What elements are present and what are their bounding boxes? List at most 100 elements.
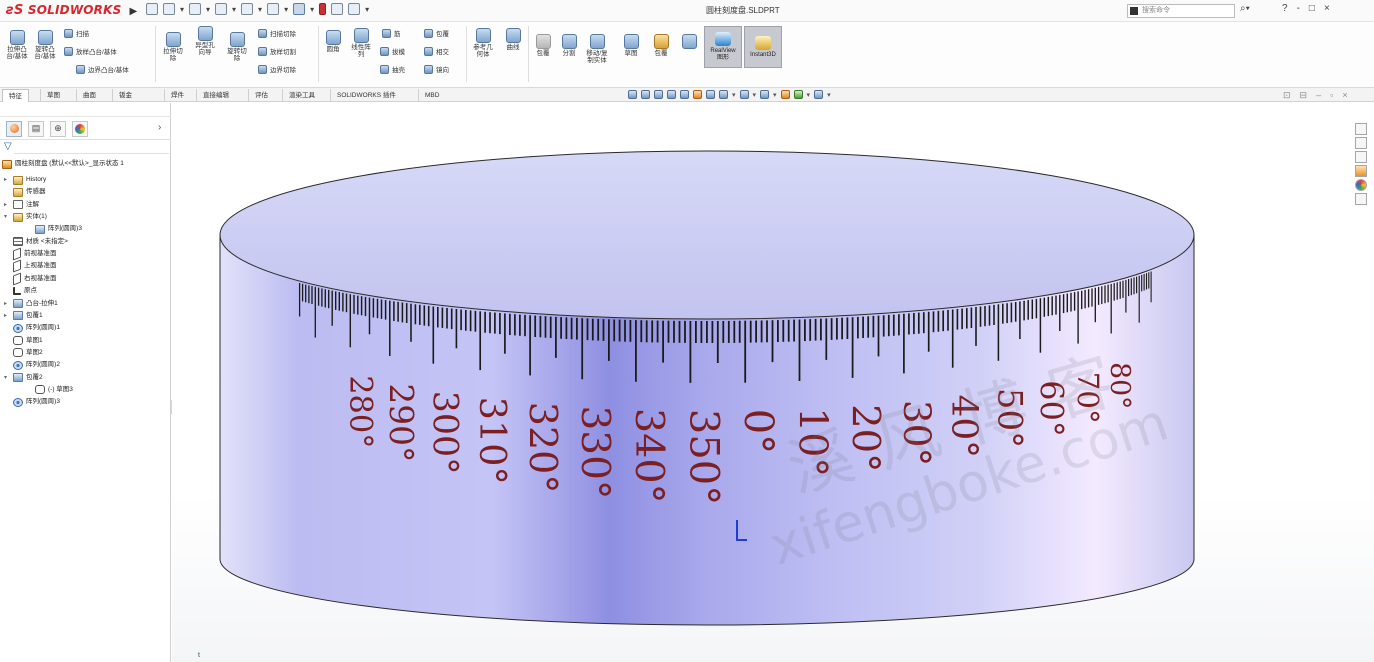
boundary-cut-button[interactable]: 边界切除 — [258, 64, 296, 74]
new-document-icon[interactable] — [163, 3, 175, 15]
tree-item[interactable]: 原点 — [4, 286, 37, 296]
instant3d-button[interactable]: Instant3D — [744, 26, 782, 68]
search-commands-input[interactable]: 搜索命令 — [1127, 4, 1235, 18]
file-explorer-icon[interactable] — [1355, 151, 1367, 163]
viewport-tile-icon[interactable]: ⊟ — [1299, 90, 1308, 100]
tab-solidworks-addins[interactable]: SOLIDWORKS 插件 — [330, 89, 402, 102]
tree-item[interactable]: (-) 草图3 — [26, 385, 73, 395]
tab-render-tools[interactable]: 渲染工具 — [282, 89, 321, 102]
tab-features[interactable]: 特征 — [2, 89, 29, 102]
solidworks-logo[interactable]: ƨS SOLIDWORKS ▶ — [6, 3, 138, 18]
section-view-icon[interactable] — [680, 90, 689, 99]
tab-surfaces[interactable]: 曲面 — [76, 89, 102, 102]
split-button[interactable]: 分割 — [554, 34, 584, 57]
collapse-icon[interactable]: ▾ — [4, 214, 8, 221]
appearances-icon[interactable] — [1355, 179, 1367, 191]
hide-show-items-icon[interactable] — [739, 90, 749, 99]
tree-item[interactable]: ▸ 凸台-拉伸1 — [4, 299, 58, 309]
previous-view-icon[interactable] — [667, 90, 676, 99]
boundary-boss-button[interactable]: 边界凸台/基体 — [76, 64, 129, 74]
tab-evaluate[interactable]: 评估 — [248, 89, 274, 102]
tree-item[interactable]: 上视基准面 — [4, 259, 57, 273]
tree-item[interactable]: 前视基准面 — [4, 247, 57, 261]
menu-expand-icon[interactable]: ▶ — [129, 6, 138, 17]
measure-button[interactable] — [674, 34, 704, 57]
viewport-close-icon[interactable]: × — [1342, 90, 1348, 100]
edit-appearance-icon[interactable] — [760, 90, 770, 99]
maximize-button[interactable]: □ — [1308, 3, 1315, 14]
view-orientation-icon[interactable] — [628, 90, 637, 99]
expand-icon[interactable]: ▸ — [4, 201, 8, 208]
select-icon[interactable] — [293, 3, 306, 15]
panel-expand-chevron-icon[interactable]: › — [158, 122, 162, 133]
tree-item[interactable]: 阵列(圆周)2 — [4, 360, 60, 370]
sweep-button[interactable]: 扫描 — [64, 28, 89, 38]
tree-item[interactable]: ▾ 实体(1) — [4, 212, 47, 222]
filter-field[interactable] — [14, 142, 169, 154]
expand-icon[interactable]: ▸ — [4, 300, 8, 307]
extrude-cut-button[interactable]: 拉伸切除 — [158, 32, 188, 62]
tree-item[interactable]: ▸ 包覆1 — [4, 311, 43, 321]
reference-geometry-button[interactable]: 参考几 何体 — [468, 28, 498, 58]
tree-item[interactable]: 阵列(圆周)3 — [4, 397, 60, 407]
curves-button[interactable]: 曲线 — [498, 28, 528, 51]
print-icon[interactable] — [241, 3, 254, 15]
custom-properties-icon[interactable] — [1355, 193, 1367, 205]
tree-item[interactable]: 草图1 — [4, 336, 43, 346]
display-manager-tab[interactable] — [72, 120, 88, 137]
tree-item[interactable]: 草图2 — [4, 348, 43, 358]
filter-icon[interactable]: ▽ — [4, 141, 12, 152]
collapse-icon[interactable]: ▾ — [4, 374, 8, 381]
rib-button[interactable]: 筋 — [382, 28, 401, 38]
shell-button[interactable]: 抽壳 — [380, 64, 405, 74]
search-icon[interactable]: ⌕▾ — [1240, 3, 1250, 14]
design-library-icon[interactable] — [1355, 137, 1367, 149]
tree-item[interactable]: 材质 <未指定> — [4, 237, 68, 247]
undo-icon[interactable] — [267, 3, 280, 15]
tab-mbd[interactable]: MBD — [418, 89, 445, 102]
help-button[interactable]: ? — [1282, 3, 1288, 14]
move-copy-button[interactable]: 移动/复 制实体 — [582, 34, 612, 64]
wrap-small-button[interactable]: 包覆 — [424, 28, 449, 38]
file-properties-icon[interactable] — [331, 3, 344, 15]
tree-item[interactable]: ▸ History — [4, 175, 46, 185]
intersect-button[interactable]: 相交 — [424, 46, 449, 56]
configuration-manager-tab[interactable]: ⊕ — [50, 120, 66, 137]
tree-root-part[interactable]: 圆柱刻度盘 (默认<<默认>_显示状态 1 — [2, 159, 124, 169]
options-gear-icon[interactable] — [348, 3, 361, 15]
view-settings-icon[interactable] — [706, 90, 715, 99]
tree-item[interactable]: 阵列(圆周)3 — [26, 224, 82, 234]
tree-item[interactable]: ▾ 包覆2 — [4, 373, 43, 383]
extrude-boss-button[interactable]: 拉伸凸 台/基体 — [2, 30, 32, 60]
expand-icon[interactable]: ▸ — [4, 312, 8, 319]
revolve-cut-button[interactable]: 旋转切除 — [222, 32, 252, 62]
display-style-icon[interactable] — [719, 90, 728, 99]
minimize-button[interactable]: - — [1296, 3, 1300, 14]
tree-item[interactable]: ▸ 注解 — [4, 200, 39, 210]
cylinder-dial-model[interactable]: 280° 290° 300° 310° 320° 330° 340° 350° 0° 10° 20°… — [172, 103, 1374, 662]
expand-icon[interactable]: ▸ — [4, 177, 8, 183]
linear-pattern-button[interactable]: 线性阵列 — [346, 28, 376, 58]
home-icon[interactable] — [146, 3, 158, 15]
tree-item[interactable]: 阵列(圆周)1 — [4, 323, 60, 333]
property-manager-tab[interactable]: ▤ — [28, 120, 44, 137]
tab-sheet-metal[interactable]: 钣金 — [112, 89, 138, 102]
view-setting-icon[interactable] — [793, 90, 803, 99]
sketch-button[interactable]: 草图 — [616, 34, 646, 57]
apply-scene-icon[interactable] — [780, 90, 790, 99]
view-palette-icon[interactable] — [1355, 165, 1367, 177]
wrap-button[interactable]: 包覆 — [528, 34, 558, 57]
viewport-minimize-icon[interactable]: – — [1316, 90, 1322, 100]
lofted-cut-button[interactable]: 放样切割 — [258, 46, 296, 56]
search-scope-icon[interactable] — [1130, 7, 1138, 15]
tree-item[interactable]: 传感器 — [4, 187, 46, 197]
close-button[interactable]: × — [1323, 3, 1330, 14]
revolve-boss-button[interactable]: 旋转凸 台/基体 — [30, 30, 60, 60]
draft-button[interactable]: 拔模 — [380, 46, 405, 56]
realview-button[interactable]: RealView 图形 — [704, 26, 742, 68]
tab-weldments[interactable]: 焊件 — [164, 89, 190, 102]
loft-button[interactable]: 放样凸台/基体 — [64, 46, 117, 56]
tab-direct-editing[interactable]: 直接编辑 — [196, 89, 235, 102]
graphics-area[interactable]: 280° 290° 300° 310° 320° 330° 340° 350° 0° 10° 20°… — [172, 103, 1374, 662]
swept-cut-button[interactable]: 扫描切除 — [258, 28, 296, 38]
